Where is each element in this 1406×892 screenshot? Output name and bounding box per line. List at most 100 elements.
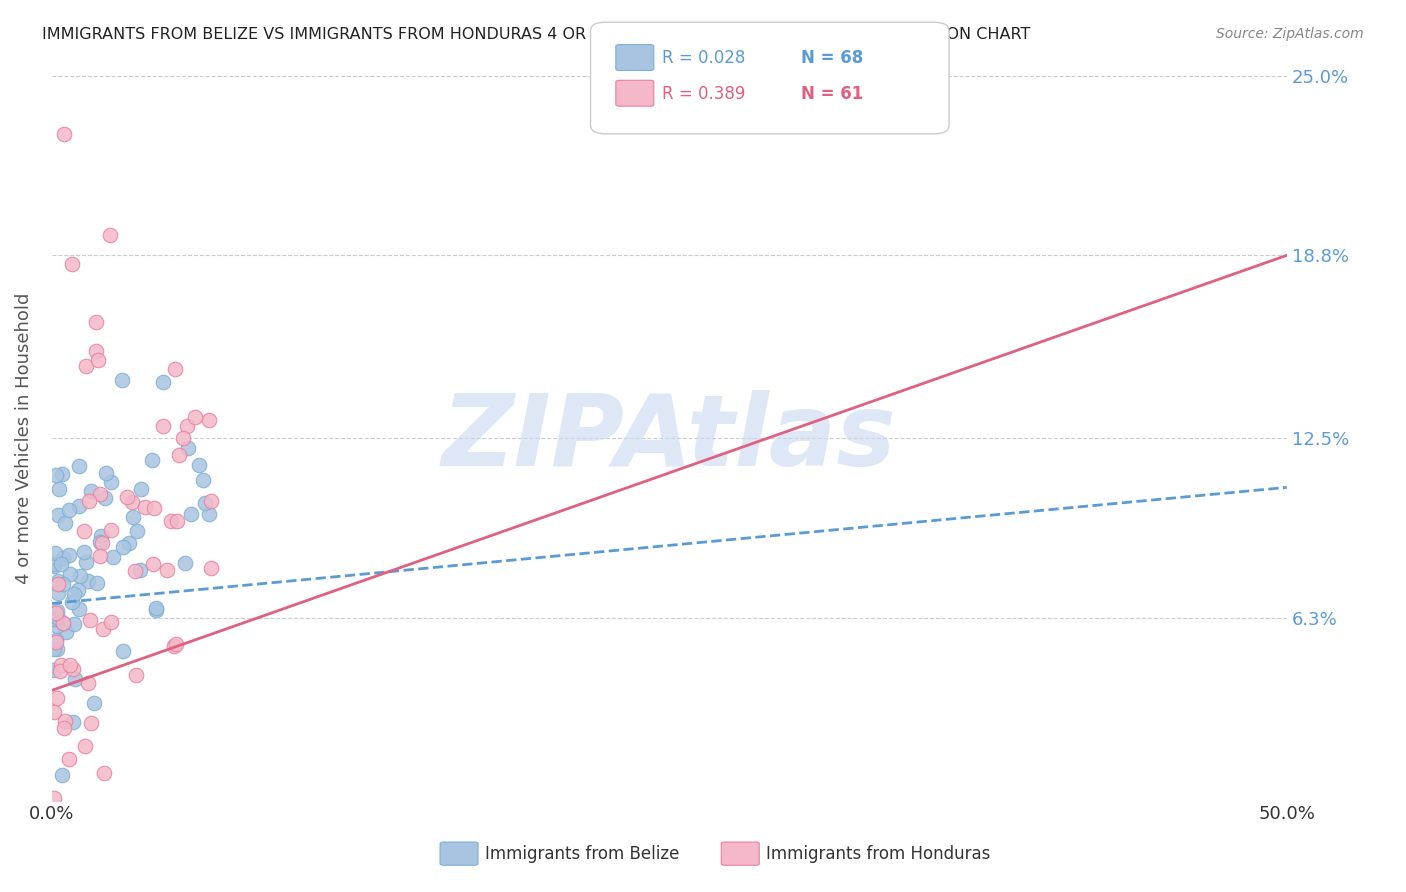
Point bbox=[51, 467, 73, 481]
Point bbox=[48, 574, 70, 588]
Point bbox=[89, 534, 111, 549]
Point bbox=[75, 739, 97, 753]
Point bbox=[117, 490, 139, 504]
Point bbox=[118, 536, 141, 550]
Point bbox=[52, 127, 75, 141]
Point bbox=[67, 583, 90, 598]
Point bbox=[141, 452, 163, 467]
Point bbox=[46, 586, 69, 600]
Point bbox=[79, 613, 101, 627]
Point bbox=[856, 83, 879, 97]
Point bbox=[89, 549, 111, 563]
Point bbox=[101, 549, 124, 564]
Point bbox=[45, 468, 67, 483]
Point bbox=[44, 558, 66, 572]
Point bbox=[49, 657, 72, 672]
Point bbox=[44, 641, 66, 656]
Point bbox=[46, 618, 69, 632]
Point bbox=[145, 603, 167, 617]
Point bbox=[46, 576, 69, 591]
Point bbox=[46, 691, 69, 706]
Point bbox=[62, 617, 84, 632]
Point bbox=[86, 344, 108, 359]
Point bbox=[77, 574, 100, 589]
Point bbox=[51, 551, 73, 566]
Text: IMMIGRANTS FROM BELIZE VS IMMIGRANTS FROM HONDURAS 4 OR MORE VEHICLES IN HOUSEHO: IMMIGRANTS FROM BELIZE VS IMMIGRANTS FRO… bbox=[42, 27, 1031, 42]
Point bbox=[44, 559, 66, 574]
Point bbox=[72, 524, 94, 538]
Text: ZIPAtlas: ZIPAtlas bbox=[441, 390, 897, 486]
Point bbox=[62, 662, 84, 676]
Point bbox=[191, 473, 214, 487]
Point bbox=[124, 564, 146, 578]
Point bbox=[76, 676, 98, 690]
Point bbox=[121, 495, 143, 509]
Point bbox=[167, 448, 190, 462]
Point bbox=[80, 484, 103, 499]
Point bbox=[197, 507, 219, 521]
Point bbox=[163, 362, 186, 376]
Point bbox=[45, 604, 67, 618]
Point bbox=[134, 500, 156, 515]
Point bbox=[51, 768, 73, 782]
Text: Source: ZipAtlas.com: Source: ZipAtlas.com bbox=[1216, 27, 1364, 41]
Point bbox=[180, 507, 202, 521]
Point bbox=[63, 672, 86, 686]
Point bbox=[96, 466, 118, 480]
Point bbox=[200, 560, 222, 574]
Point bbox=[59, 657, 82, 672]
Point bbox=[58, 503, 80, 517]
Point bbox=[905, 83, 928, 97]
Point bbox=[44, 705, 66, 719]
Point bbox=[160, 514, 183, 528]
Point bbox=[831, 83, 853, 97]
Point bbox=[45, 607, 67, 621]
Point bbox=[62, 714, 84, 729]
Point bbox=[49, 558, 72, 572]
Point bbox=[51, 616, 73, 631]
Point bbox=[782, 83, 804, 97]
Point bbox=[45, 633, 67, 648]
Text: N = 61: N = 61 bbox=[801, 85, 863, 103]
Point bbox=[52, 577, 75, 591]
Point bbox=[177, 441, 200, 455]
Point bbox=[125, 524, 148, 539]
Point bbox=[156, 563, 179, 577]
Point bbox=[188, 458, 211, 473]
Point bbox=[84, 315, 107, 329]
Point bbox=[143, 500, 166, 515]
Point bbox=[75, 359, 97, 373]
Point bbox=[121, 509, 143, 524]
Point bbox=[756, 83, 779, 97]
Point bbox=[733, 83, 755, 97]
Point bbox=[173, 556, 195, 570]
Point bbox=[58, 548, 80, 562]
Point bbox=[100, 523, 122, 537]
Point bbox=[44, 545, 66, 559]
Point bbox=[60, 595, 83, 609]
Point bbox=[75, 555, 97, 569]
Y-axis label: 4 or more Vehicles in Household: 4 or more Vehicles in Household bbox=[15, 293, 32, 583]
Point bbox=[48, 482, 70, 496]
Point bbox=[69, 459, 91, 474]
Point bbox=[69, 569, 91, 583]
Point bbox=[44, 664, 66, 678]
Point bbox=[163, 639, 186, 653]
Point bbox=[142, 557, 165, 571]
Point bbox=[53, 714, 76, 728]
Point bbox=[67, 500, 90, 514]
Point bbox=[172, 432, 194, 446]
Point bbox=[100, 615, 122, 629]
Point bbox=[129, 482, 152, 496]
Point bbox=[176, 419, 198, 434]
Point bbox=[91, 622, 114, 636]
Point bbox=[46, 611, 69, 625]
Point bbox=[112, 540, 135, 554]
Point bbox=[111, 373, 134, 387]
Point bbox=[83, 696, 105, 710]
Point bbox=[62, 587, 84, 601]
Point bbox=[52, 615, 75, 630]
Point bbox=[49, 664, 72, 678]
Point bbox=[87, 352, 110, 367]
Point bbox=[67, 601, 90, 615]
